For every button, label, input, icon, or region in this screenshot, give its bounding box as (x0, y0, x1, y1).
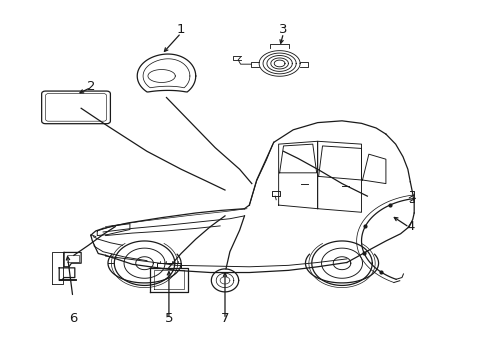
FancyBboxPatch shape (45, 94, 106, 121)
Text: 1: 1 (177, 23, 185, 36)
FancyBboxPatch shape (41, 91, 110, 124)
Text: 3: 3 (279, 23, 287, 36)
Text: 6: 6 (68, 311, 77, 325)
Text: 5: 5 (164, 311, 173, 325)
Text: 7: 7 (220, 311, 229, 325)
Text: 4: 4 (405, 220, 414, 233)
Text: 2: 2 (86, 80, 95, 93)
